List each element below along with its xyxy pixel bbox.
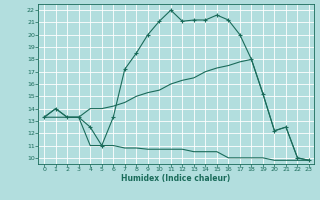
X-axis label: Humidex (Indice chaleur): Humidex (Indice chaleur) [121,174,231,183]
